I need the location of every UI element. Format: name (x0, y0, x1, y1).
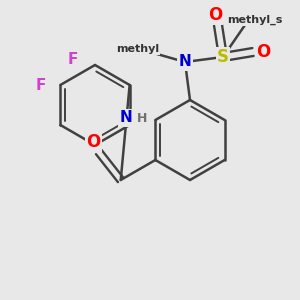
Text: S: S (217, 48, 229, 66)
Text: F: F (35, 77, 46, 92)
Text: N: N (120, 110, 132, 125)
Text: O: O (87, 133, 101, 151)
Text: methyl_s: methyl_s (227, 15, 283, 25)
Text: O: O (256, 43, 270, 61)
Text: H: H (137, 112, 147, 124)
Text: methyl: methyl (116, 44, 160, 54)
Text: F: F (68, 52, 78, 68)
Text: O: O (208, 6, 222, 24)
Text: N: N (178, 55, 191, 70)
